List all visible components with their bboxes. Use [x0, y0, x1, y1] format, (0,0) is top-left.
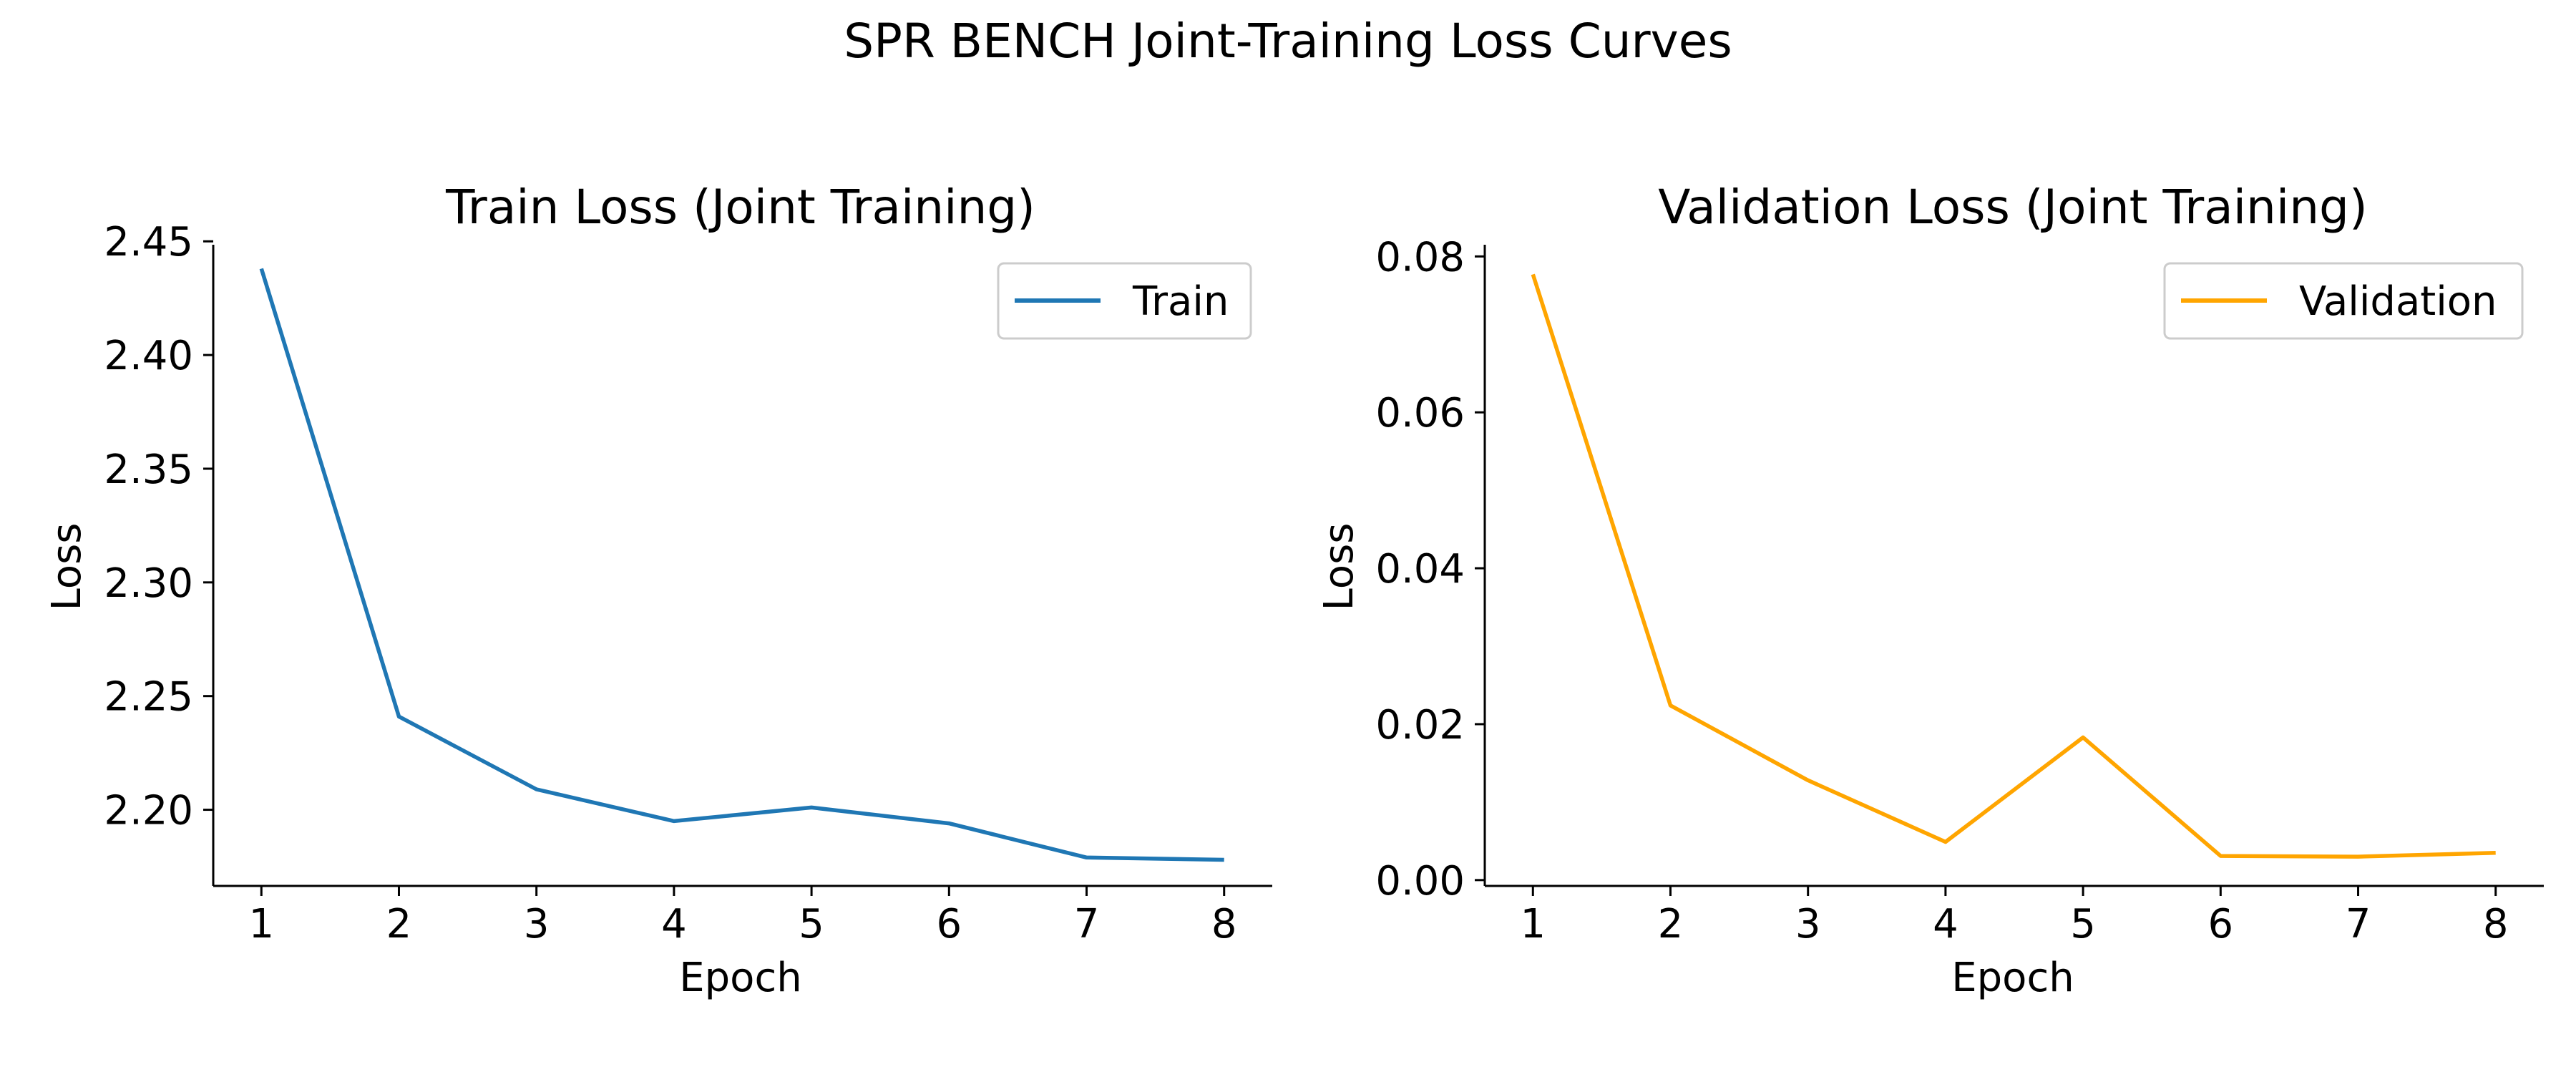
validation-lines [1531, 273, 2496, 859]
train-loss-panel: Train Loss (Joint Training) Epoch Loss 1… [44, 180, 1272, 1001]
validation-data-point [2220, 856, 2221, 857]
validation-y-tick-label: 0.08 [1375, 234, 1465, 281]
train-data-point [673, 821, 674, 822]
train-y-tick-label: 2.40 [104, 333, 193, 379]
train-legend-box [997, 262, 1252, 340]
validation-data-point [1807, 780, 1808, 781]
train-legend-label: Train [1132, 278, 1229, 325]
train-panel-title: Train Loss (Joint Training) [445, 180, 1035, 235]
validation-x-tick-label: 2 [1658, 901, 1684, 947]
train-y-tick-label: 2.30 [104, 560, 193, 607]
train-x-tick-label: 6 [936, 901, 962, 947]
train-y-ticks: 2.20 2.25 2.30 2.35 2.40 2.45 [104, 219, 213, 834]
train-data-point [261, 268, 262, 269]
validation-x-tick-label: 8 [2483, 901, 2509, 947]
validation-x-tick-label: 3 [1795, 901, 1821, 947]
train-x-tick-label: 8 [1211, 901, 1237, 947]
validation-data-point [1670, 705, 1671, 706]
train-y-tick-label: 2.20 [104, 788, 193, 834]
train-x-tick-label: 4 [661, 901, 687, 947]
train-y-tick-label: 2.35 [104, 447, 193, 493]
figure-title: SPR BENCH Joint-Training Loss Curves [844, 14, 1732, 69]
train-x-tick-label: 2 [386, 901, 412, 947]
validation-y-tick-label: 0.02 [1375, 702, 1465, 749]
validation-x-tick-label: 5 [2070, 901, 2096, 947]
train-data-point [1086, 857, 1087, 858]
validation-y-axis-label: Loss [1316, 523, 1362, 611]
validation-x-tick-label: 7 [2346, 901, 2371, 947]
train-series-line [259, 268, 1224, 862]
validation-loss-panel: Validation Loss (Joint Training) Epoch L… [1316, 180, 2544, 1001]
validation-y-ticks: 0.00 0.02 0.04 0.06 0.08 [1375, 234, 1485, 905]
validation-legend-label: Validation [2299, 278, 2497, 325]
validation-y-tick-label: 0.00 [1375, 858, 1465, 905]
train-x-tick-label: 3 [524, 901, 550, 947]
validation-spines [1483, 245, 2544, 887]
validation-x-tick-label: 1 [1520, 901, 1546, 947]
train-x-tick-label: 1 [248, 901, 274, 947]
validation-data-point [2083, 737, 2084, 738]
train-y-tick-label: 2.45 [104, 219, 193, 265]
validation-legend: Validation [2163, 262, 2524, 340]
train-spines [212, 245, 1272, 887]
train-x-axis-label: Epoch [679, 955, 801, 1001]
validation-series-line [1531, 273, 2496, 859]
train-data-point [811, 807, 812, 808]
validation-panel-title: Validation Loss (Joint Training) [1658, 180, 2367, 235]
validation-x-tick-label: 6 [2207, 901, 2233, 947]
train-data-point [949, 823, 950, 824]
validation-x-ticks: 1 2 3 4 5 6 7 8 [1520, 886, 2509, 947]
validation-y-tick-label: 0.04 [1375, 546, 1465, 593]
train-x-tick-label: 5 [799, 901, 824, 947]
train-lines [259, 268, 1224, 862]
validation-data-point [2495, 852, 2496, 853]
train-y-axis-label: Loss [44, 523, 90, 611]
train-y-tick-label: 2.25 [104, 674, 193, 721]
train-x-tick-label: 7 [1074, 901, 1100, 947]
validation-legend-box [2163, 262, 2524, 340]
train-x-ticks: 1 2 3 4 5 6 7 8 [248, 886, 1237, 947]
validation-x-tick-label: 4 [1933, 901, 1958, 947]
validation-y-tick-label: 0.06 [1375, 390, 1465, 437]
train-legend: Train [997, 262, 1252, 340]
validation-x-axis-label: Epoch [1951, 955, 2074, 1001]
